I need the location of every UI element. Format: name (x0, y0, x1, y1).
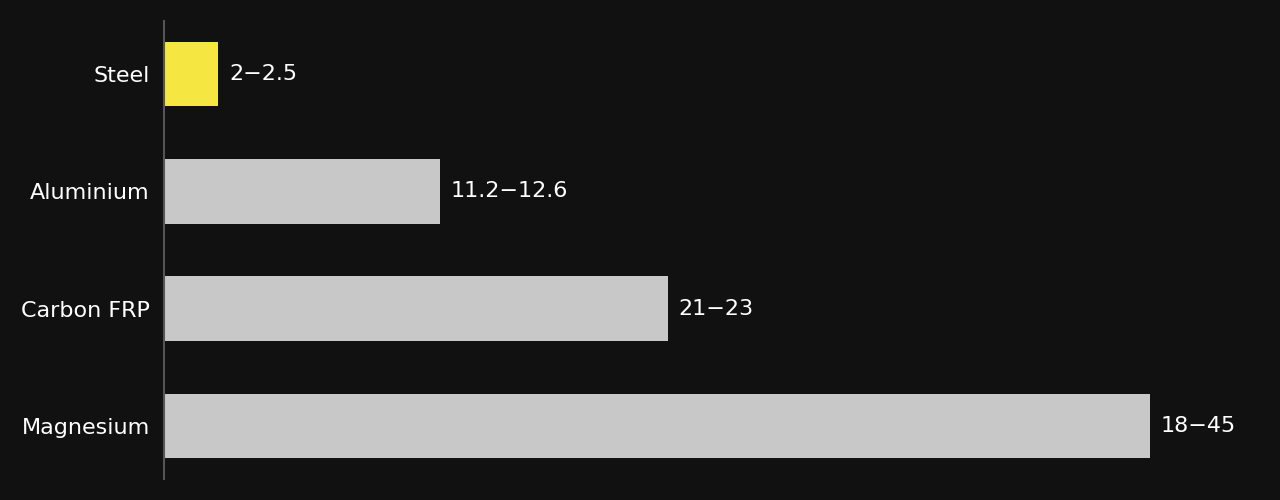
Bar (164, 159, 440, 224)
Bar (164, 276, 668, 341)
Text: 2−2.5: 2−2.5 (229, 64, 297, 84)
Text: 11.2−12.6: 11.2−12.6 (451, 182, 568, 202)
Bar (164, 394, 1149, 458)
Text: 18−45: 18−45 (1161, 416, 1235, 436)
Text: 21−23: 21−23 (678, 298, 754, 318)
Bar (164, 42, 219, 106)
